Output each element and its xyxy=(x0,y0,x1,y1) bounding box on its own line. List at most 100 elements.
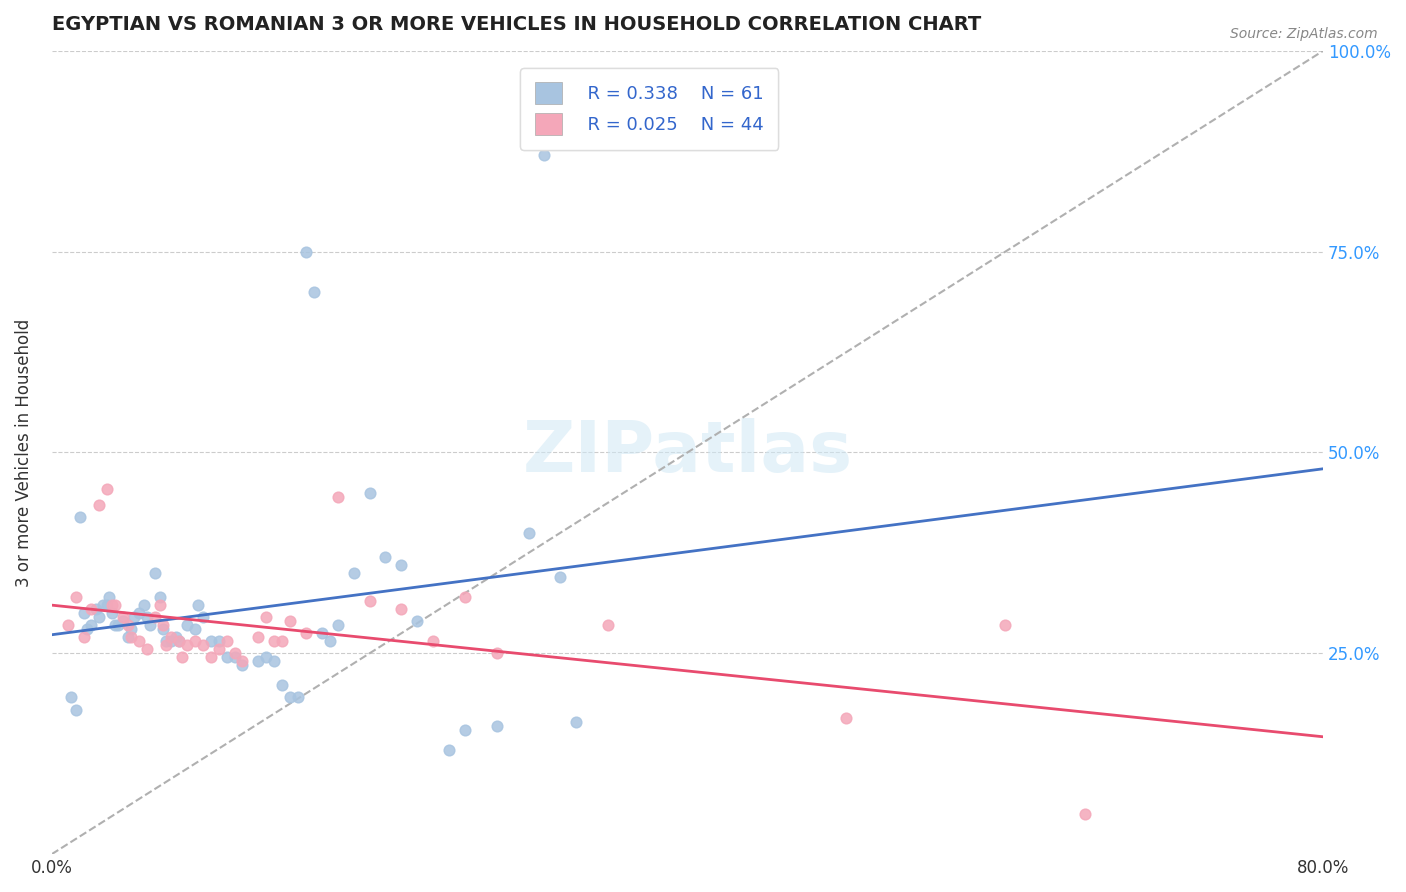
Point xyxy=(101,598,124,612)
Point xyxy=(136,610,159,624)
Point xyxy=(311,626,333,640)
Point xyxy=(215,650,238,665)
Point xyxy=(132,598,155,612)
Point xyxy=(160,634,183,648)
Point xyxy=(96,598,118,612)
Point xyxy=(136,642,159,657)
Point xyxy=(72,630,94,644)
Point xyxy=(422,634,444,648)
Point xyxy=(247,654,270,668)
Point xyxy=(302,285,325,299)
Point xyxy=(263,634,285,648)
Point xyxy=(550,570,572,584)
Point xyxy=(231,658,253,673)
Point xyxy=(596,618,619,632)
Point xyxy=(191,638,214,652)
Point xyxy=(128,634,150,648)
Point xyxy=(80,602,103,616)
Point xyxy=(565,714,588,729)
Point xyxy=(231,654,253,668)
Point xyxy=(271,678,294,692)
Text: Source: ZipAtlas.com: Source: ZipAtlas.com xyxy=(1230,27,1378,41)
Point xyxy=(139,618,162,632)
Point xyxy=(437,742,460,756)
Point xyxy=(389,558,412,572)
Point xyxy=(359,594,381,608)
Point xyxy=(263,654,285,668)
Point xyxy=(207,642,229,657)
Point xyxy=(184,622,207,636)
Point xyxy=(72,606,94,620)
Point xyxy=(326,490,349,504)
Point xyxy=(374,549,396,564)
Point xyxy=(76,622,98,636)
Point xyxy=(224,646,246,660)
Point xyxy=(101,606,124,620)
Point xyxy=(120,630,142,644)
Point xyxy=(112,614,135,628)
Point xyxy=(59,690,82,705)
Point xyxy=(278,614,301,628)
Point xyxy=(160,630,183,644)
Point xyxy=(152,618,174,632)
Point xyxy=(91,598,114,612)
Point xyxy=(319,634,342,648)
Point xyxy=(69,509,91,524)
Point xyxy=(254,610,277,624)
Point xyxy=(184,634,207,648)
Point xyxy=(149,598,172,612)
Point xyxy=(124,610,146,624)
Point xyxy=(165,630,187,644)
Point xyxy=(485,718,508,732)
Point xyxy=(176,638,198,652)
Point xyxy=(117,630,139,644)
Point xyxy=(454,723,477,737)
Point xyxy=(835,710,858,724)
Point xyxy=(167,634,190,648)
Point xyxy=(247,630,270,644)
Point xyxy=(89,498,111,512)
Point xyxy=(454,590,477,604)
Point xyxy=(191,610,214,624)
Point xyxy=(326,618,349,632)
Point xyxy=(278,690,301,705)
Point xyxy=(1074,807,1097,822)
Point xyxy=(170,650,193,665)
Point xyxy=(143,610,166,624)
Point xyxy=(271,634,294,648)
Point xyxy=(517,525,540,540)
Point xyxy=(107,618,129,632)
Point xyxy=(152,622,174,636)
Point xyxy=(167,634,190,648)
Point xyxy=(120,622,142,636)
Point xyxy=(155,634,177,648)
Point xyxy=(112,610,135,624)
Point xyxy=(994,618,1017,632)
Text: ZIPatlas: ZIPatlas xyxy=(523,418,852,487)
Point xyxy=(406,614,429,628)
Point xyxy=(176,618,198,632)
Point xyxy=(104,618,127,632)
Point xyxy=(359,485,381,500)
Point xyxy=(295,244,318,259)
Point xyxy=(155,638,177,652)
Point xyxy=(200,650,222,665)
Point xyxy=(295,626,318,640)
Y-axis label: 3 or more Vehicles in Household: 3 or more Vehicles in Household xyxy=(15,318,32,587)
Point xyxy=(149,590,172,604)
Point xyxy=(65,702,87,716)
Point xyxy=(343,566,366,580)
Point xyxy=(65,590,87,604)
Point xyxy=(96,482,118,496)
Point xyxy=(56,618,79,632)
Point xyxy=(224,650,246,665)
Point xyxy=(215,634,238,648)
Point xyxy=(128,606,150,620)
Point xyxy=(533,148,555,162)
Point xyxy=(254,650,277,665)
Text: EGYPTIAN VS ROMANIAN 3 OR MORE VEHICLES IN HOUSEHOLD CORRELATION CHART: EGYPTIAN VS ROMANIAN 3 OR MORE VEHICLES … xyxy=(52,15,981,34)
Point xyxy=(104,598,127,612)
Point xyxy=(143,566,166,580)
Point xyxy=(200,634,222,648)
Point xyxy=(84,602,107,616)
